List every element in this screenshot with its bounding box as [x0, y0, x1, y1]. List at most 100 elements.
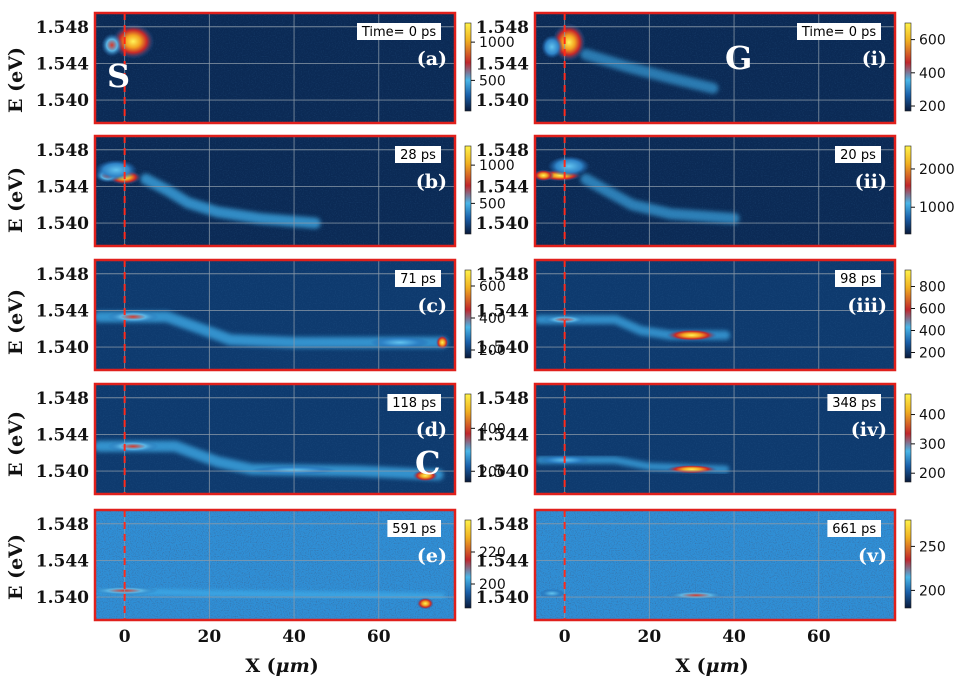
- time-label: 71 ps: [400, 272, 436, 287]
- region-letter: S: [107, 57, 130, 95]
- y-tick-label: 1.540: [476, 588, 529, 608]
- y-tick-label: 1.548: [36, 389, 89, 409]
- y-axis-label-row-3: E (eV): [5, 289, 27, 355]
- y-tick-label: 1.540: [476, 91, 529, 111]
- emission-blob: [541, 35, 563, 59]
- y-tick-label: 1.544: [476, 301, 529, 321]
- emission-blob: [370, 336, 430, 349]
- y-tick-label: 1.544: [476, 425, 529, 445]
- y-tick-label: 1.548: [36, 141, 89, 161]
- time-label: Time= 0 ps: [361, 25, 436, 40]
- y-tick-label: 1.544: [476, 551, 529, 571]
- colorbar-tick-label: 200: [919, 346, 946, 362]
- colorbar: [464, 145, 472, 235]
- panel-i: 1.548 1.544 1.540 Time= 0 ps (i) G 600 400 200: [476, 11, 946, 125]
- panel-label: (ii): [855, 171, 887, 193]
- trace-mark: [95, 440, 444, 481]
- panel-iii: 1.548 1.544 1.540 98 ps (iii) 800 600 400 200: [476, 258, 946, 372]
- colorbar: [464, 393, 472, 483]
- y-tick-label: 1.540: [36, 588, 89, 608]
- emission-blob: [416, 597, 434, 610]
- panel-label: (a): [417, 48, 447, 70]
- axis-labels-layer: E (eV) E (eV) E (eV) E (eV) E (eV) X (μm…: [5, 47, 749, 677]
- x-axis-label-right-suffix: ): [740, 655, 749, 677]
- y-tick-label: 1.548: [476, 389, 529, 409]
- panel-frame: [533, 134, 897, 248]
- y-tick-label: 1.548: [476, 141, 529, 161]
- colorbar-tick-label: 300: [919, 437, 946, 453]
- y-tick-label: 1.544: [36, 301, 89, 321]
- emission-blob: [107, 310, 159, 323]
- x-axis-label-left-unit: μm: [276, 655, 310, 677]
- panel-label: (c): [417, 295, 447, 317]
- x-axis-label-right-prefix: X (: [675, 655, 705, 677]
- colorbar-tick-label: 1000: [919, 200, 955, 216]
- panel-frame: [93, 134, 457, 248]
- colorbar: [904, 145, 912, 235]
- time-label: 20 ps: [840, 148, 876, 163]
- y-tick-label: 1.544: [36, 177, 89, 197]
- panel-d: 1.548 1.544 1.540 118 ps (d) C 400 200: [36, 382, 506, 496]
- colorbar-tick-label: 2000: [919, 162, 955, 178]
- emission-blob: [412, 469, 439, 482]
- time-label-box: [797, 23, 881, 40]
- panel-label: (iii): [847, 295, 887, 317]
- y-tick-label: 1.544: [476, 177, 529, 197]
- colorbar-tick-label: 200: [479, 343, 506, 359]
- panel-image: [95, 260, 455, 370]
- y-tick-label: 1.544: [36, 551, 89, 571]
- time-label: 28 ps: [400, 148, 436, 163]
- emission-blob: [111, 23, 155, 60]
- time-label-box: [835, 146, 881, 163]
- emission-blob: [101, 33, 123, 57]
- emission-blob: [95, 159, 138, 181]
- panel-v: 1.548 1.544 1.540 0 20 40 60 661 ps (v) 250 200: [476, 508, 946, 647]
- time-label: Time= 0 ps: [801, 25, 876, 40]
- time-label-box: [387, 394, 441, 411]
- time-label: 661 ps: [832, 522, 876, 537]
- x-axis-label-left-suffix: ): [310, 655, 319, 677]
- x-tick-label: 40: [282, 627, 306, 647]
- colorbar-tick-label: 220: [479, 545, 506, 561]
- time-label-box: [835, 270, 881, 287]
- colorbar-tick-label: 400: [479, 311, 506, 327]
- region-letter: G: [725, 39, 752, 77]
- colorbar-tick-label: 1000: [479, 35, 515, 51]
- panel-label: (iv): [851, 419, 887, 441]
- y-axis-label-row-2: E (eV): [5, 167, 27, 233]
- colorbar-tick-label: 250: [919, 539, 946, 555]
- x-tick-label: 40: [722, 627, 746, 647]
- colorbar-tick-label: 400: [919, 324, 946, 340]
- time-label: 591 ps: [392, 522, 436, 537]
- colorbar-tick-label: 200: [919, 99, 946, 115]
- emission-blob: [547, 155, 591, 177]
- emission-blob: [535, 169, 555, 182]
- colorbar-tick-label: 200: [919, 583, 946, 599]
- y-tick-label: 1.540: [476, 214, 529, 234]
- panel-a: 1.548 1.544 1.540 Time= 0 ps (a) S 1000 500: [36, 11, 515, 125]
- time-label-box: [827, 394, 881, 411]
- time-label: 348 ps: [832, 396, 876, 411]
- y-tick-label: 1.544: [36, 54, 89, 74]
- x-tick-label: 60: [807, 627, 831, 647]
- y-axis-label-row-1: E (eV): [5, 47, 27, 113]
- colorbar-tick-label: 400: [919, 66, 946, 82]
- y-tick-label: 1.544: [476, 54, 529, 74]
- x-tick-label: 20: [198, 627, 222, 647]
- colorbar: [464, 519, 472, 609]
- emission-blob: [539, 589, 565, 598]
- colorbar-tick-label: 200: [479, 577, 506, 593]
- panel-image: [535, 136, 895, 246]
- colorbar-tick-label: 600: [479, 279, 506, 295]
- y-tick-label: 1.548: [476, 515, 529, 535]
- panel-label: (v): [858, 545, 887, 567]
- colorbar-tick-label: 600: [919, 33, 946, 49]
- colorbar: [464, 269, 472, 359]
- colorbar-tick-label: 200: [479, 464, 506, 480]
- panel-ii: 1.548 1.544 1.540 20 ps (ii) 2000 1000: [476, 134, 955, 248]
- colorbar: [904, 393, 912, 483]
- time-label: 118 ps: [392, 396, 436, 411]
- time-label-box: [395, 270, 441, 287]
- x-tick-label: 0: [559, 627, 571, 647]
